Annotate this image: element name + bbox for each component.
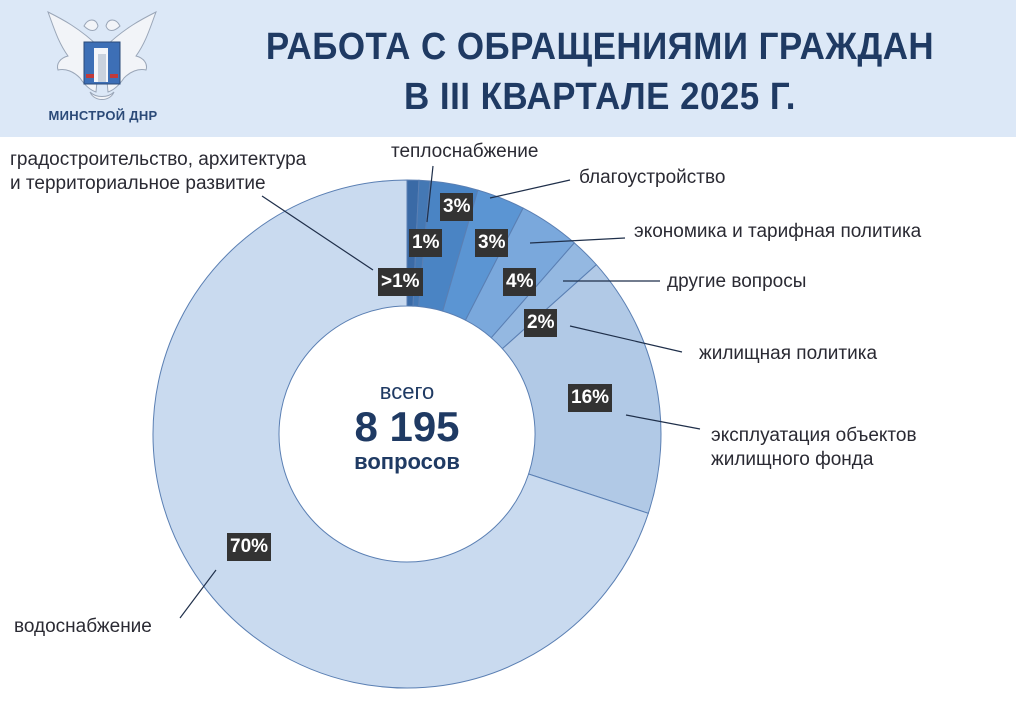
leader-teplo [426, 165, 434, 223]
badge-vodo: 70% [227, 533, 272, 561]
header-band: МИНСТРОЙ ДНР РАБОТА С ОБРАЩЕНИЯМИ ГРАЖДА… [0, 0, 1016, 137]
center-top-text: всего [379, 379, 435, 404]
badge-econ: 3% [475, 229, 509, 257]
page-title: РАБОТА С ОБРАЩЕНИЯМИ ГРАЖДАН В III КВАРТ… [237, 22, 964, 122]
leader-grad [261, 195, 374, 271]
leader-blago [489, 179, 571, 199]
leader-zhil [569, 325, 683, 353]
label-zhilishchnaya-politika: жилищная политика [699, 343, 878, 364]
label-ekspluatatsiya: эксплуатация объектов жилищного фонда [711, 424, 917, 472]
label-blagoustroistvo: благоустройство [579, 167, 726, 188]
center-bottom-text: вопросов [354, 449, 460, 474]
badge-teplo: 1% [409, 229, 443, 257]
badge-drugie: 4% [503, 268, 537, 296]
leader-expl [625, 414, 701, 430]
title-line-1: РАБОТА С ОБРАЩЕНИЯМИ ГРАЖДАН [265, 26, 935, 68]
label-expl-line2: жилищного фонда [711, 449, 874, 470]
leader-vodo [179, 569, 217, 619]
label-gradostroitelstvo: градостроительство, архитектура и террит… [10, 148, 306, 196]
donut-center-total: всего 8 195 вопросов [279, 380, 535, 474]
title-line-2: В III КВАРТАЛЕ 2025 Г. [404, 76, 796, 118]
badge-blago: 3% [440, 193, 474, 221]
badge-grad: >1% [378, 268, 423, 296]
label-grad-line2: и территориальное развитие [10, 173, 266, 194]
org-caption: МИНСТРОЙ ДНР [48, 108, 158, 123]
label-grad-line1: градостроительство, архитектура [10, 149, 307, 170]
label-vodosnabzhenie: водоснабжение [14, 616, 152, 637]
label-teplosnabzhenie: теплоснабжение [391, 141, 539, 162]
label-expl-line1: эксплуатация объектов [711, 425, 917, 446]
leader-econ [529, 237, 626, 244]
badge-zhil: 2% [524, 309, 558, 337]
label-drugie-voprosy: другие вопросы [667, 271, 807, 292]
label-ekonomika: экономика и тарифная политика [634, 221, 922, 242]
center-total-value: 8 195 [354, 403, 460, 450]
badge-expl: 16% [568, 384, 613, 412]
eagle-emblem-icon [47, 10, 157, 100]
donut-slice [152, 179, 649, 689]
